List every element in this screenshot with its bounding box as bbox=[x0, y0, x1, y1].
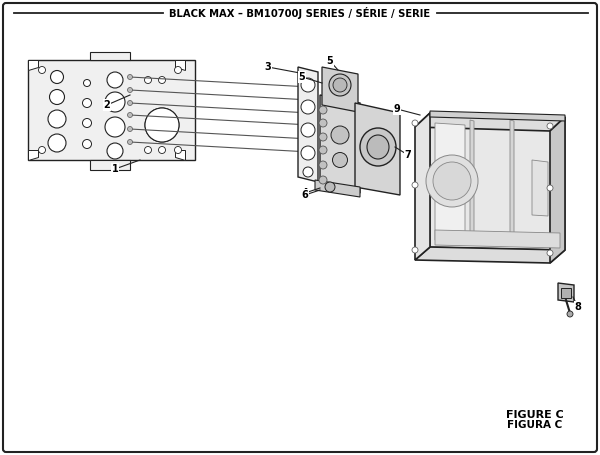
Ellipse shape bbox=[158, 147, 166, 153]
Polygon shape bbox=[415, 247, 565, 263]
Text: 8: 8 bbox=[575, 302, 581, 312]
Ellipse shape bbox=[329, 74, 351, 96]
Circle shape bbox=[319, 106, 327, 114]
Polygon shape bbox=[355, 103, 400, 195]
Polygon shape bbox=[435, 185, 465, 241]
Ellipse shape bbox=[145, 108, 179, 142]
Text: 7: 7 bbox=[404, 150, 412, 160]
Circle shape bbox=[319, 119, 327, 127]
Ellipse shape bbox=[333, 78, 347, 92]
Ellipse shape bbox=[433, 162, 471, 200]
Polygon shape bbox=[430, 113, 565, 250]
Text: 1: 1 bbox=[112, 164, 118, 174]
Ellipse shape bbox=[107, 143, 123, 159]
Ellipse shape bbox=[83, 140, 91, 148]
Text: 4: 4 bbox=[302, 188, 308, 198]
Text: FIGURE C: FIGURE C bbox=[506, 410, 564, 420]
Ellipse shape bbox=[83, 80, 91, 86]
Polygon shape bbox=[90, 160, 130, 170]
Circle shape bbox=[128, 112, 133, 117]
FancyBboxPatch shape bbox=[3, 3, 597, 452]
Polygon shape bbox=[322, 67, 358, 112]
Ellipse shape bbox=[332, 152, 347, 167]
Circle shape bbox=[128, 126, 133, 131]
Circle shape bbox=[38, 147, 46, 153]
Circle shape bbox=[412, 247, 418, 253]
Ellipse shape bbox=[145, 147, 151, 153]
Text: 9: 9 bbox=[394, 104, 400, 114]
Circle shape bbox=[412, 182, 418, 188]
Circle shape bbox=[319, 146, 327, 154]
Ellipse shape bbox=[301, 78, 315, 92]
Circle shape bbox=[128, 140, 133, 145]
Circle shape bbox=[175, 66, 182, 74]
Circle shape bbox=[128, 87, 133, 92]
Polygon shape bbox=[550, 117, 565, 263]
Ellipse shape bbox=[331, 126, 349, 144]
Polygon shape bbox=[175, 60, 185, 70]
Polygon shape bbox=[175, 150, 185, 160]
Polygon shape bbox=[415, 113, 565, 131]
Polygon shape bbox=[28, 60, 38, 70]
Polygon shape bbox=[558, 283, 574, 302]
Circle shape bbox=[547, 250, 553, 256]
FancyBboxPatch shape bbox=[560, 288, 571, 298]
Circle shape bbox=[412, 120, 418, 126]
Polygon shape bbox=[320, 95, 360, 193]
Ellipse shape bbox=[426, 155, 478, 207]
Circle shape bbox=[128, 75, 133, 80]
Polygon shape bbox=[435, 123, 465, 178]
Ellipse shape bbox=[105, 117, 125, 137]
Circle shape bbox=[547, 185, 553, 191]
Ellipse shape bbox=[301, 123, 315, 137]
Polygon shape bbox=[430, 111, 565, 121]
Circle shape bbox=[319, 133, 327, 141]
Polygon shape bbox=[435, 230, 560, 248]
Text: 5: 5 bbox=[299, 72, 305, 82]
Polygon shape bbox=[532, 160, 548, 216]
Ellipse shape bbox=[301, 146, 315, 160]
Circle shape bbox=[547, 123, 553, 129]
Circle shape bbox=[319, 176, 327, 184]
Polygon shape bbox=[510, 120, 514, 244]
Ellipse shape bbox=[105, 92, 125, 112]
Text: FIGURA C: FIGURA C bbox=[508, 420, 563, 430]
Text: 3: 3 bbox=[265, 62, 271, 72]
Text: 6: 6 bbox=[302, 190, 308, 200]
Text: BLACK MAX – BM10700J SERIES / SÉRIE / SERIE: BLACK MAX – BM10700J SERIES / SÉRIE / SE… bbox=[169, 7, 431, 19]
Polygon shape bbox=[28, 150, 38, 160]
Ellipse shape bbox=[360, 128, 396, 166]
Ellipse shape bbox=[158, 76, 166, 84]
Ellipse shape bbox=[48, 134, 66, 152]
Circle shape bbox=[319, 161, 327, 169]
Polygon shape bbox=[28, 60, 195, 160]
Circle shape bbox=[38, 66, 46, 74]
Text: 5: 5 bbox=[326, 56, 334, 66]
Ellipse shape bbox=[301, 100, 315, 114]
Text: 2: 2 bbox=[104, 100, 110, 110]
Polygon shape bbox=[90, 52, 130, 60]
Ellipse shape bbox=[107, 72, 123, 88]
Circle shape bbox=[128, 101, 133, 106]
Polygon shape bbox=[415, 113, 430, 260]
Ellipse shape bbox=[83, 98, 91, 107]
Ellipse shape bbox=[48, 110, 66, 128]
Polygon shape bbox=[470, 120, 474, 244]
Circle shape bbox=[325, 182, 335, 192]
Ellipse shape bbox=[145, 76, 151, 84]
Ellipse shape bbox=[145, 108, 179, 142]
Polygon shape bbox=[315, 180, 360, 197]
Ellipse shape bbox=[50, 71, 64, 84]
Polygon shape bbox=[298, 67, 318, 182]
Ellipse shape bbox=[49, 90, 65, 105]
Ellipse shape bbox=[303, 167, 313, 177]
Circle shape bbox=[175, 147, 182, 153]
Ellipse shape bbox=[367, 135, 389, 159]
Ellipse shape bbox=[83, 118, 91, 127]
Circle shape bbox=[567, 311, 573, 317]
